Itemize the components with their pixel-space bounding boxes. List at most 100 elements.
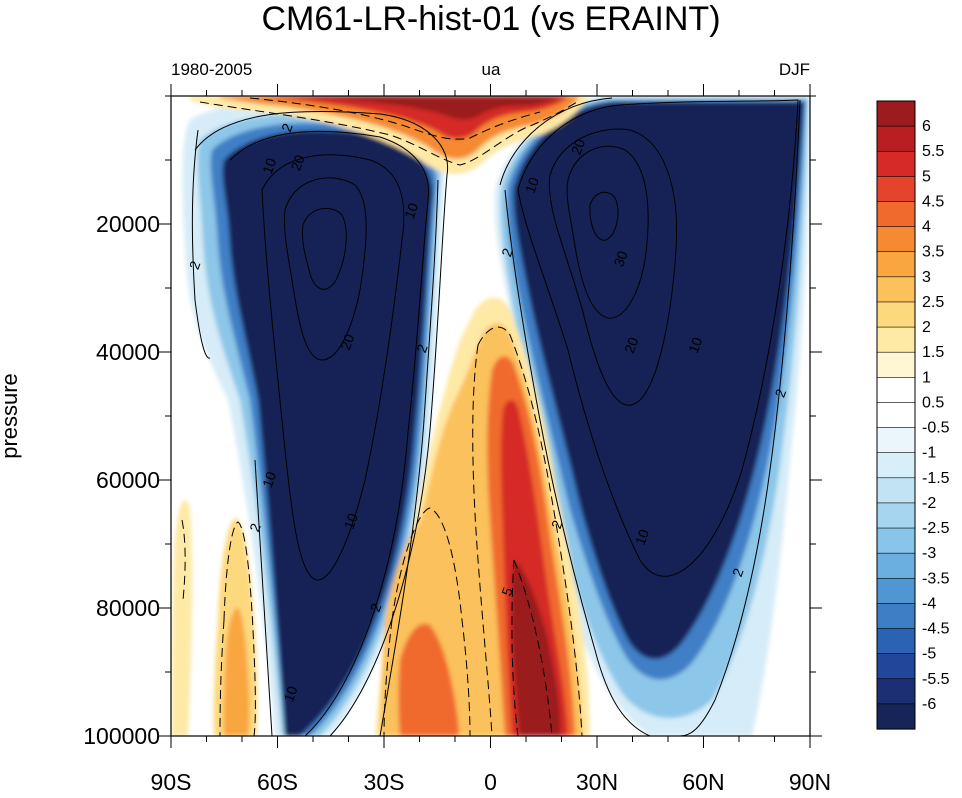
contour-label: 20 (621, 335, 641, 355)
contour-line (548, 128, 678, 406)
contour-line-dashed (249, 97, 541, 140)
center-string: ua (482, 60, 501, 79)
colorbar-label: -2.5 (922, 520, 950, 537)
colorbar-label: 5.5 (922, 143, 944, 160)
contour-label: 20 (287, 153, 307, 173)
contour-label: 10 (685, 335, 705, 355)
axis-ticks (159, 84, 822, 748)
colorbar-label: -4 (922, 595, 936, 612)
contour-label: 10 (341, 511, 361, 531)
y-tick-labels: 20000 40000 60000 80000 100000 (83, 211, 160, 749)
contour-line (379, 179, 439, 736)
right-string: DJF (779, 60, 810, 79)
contour-line-dashed (199, 99, 581, 166)
contour-label: 10 (522, 175, 542, 195)
y-tick-label: 60000 (96, 467, 160, 493)
colorbar-box (876, 377, 916, 404)
colorbar-label: 3.5 (922, 244, 944, 261)
colorbar-box (876, 552, 916, 579)
contour-line (194, 110, 449, 736)
x-tick-label: 60N (682, 769, 724, 795)
colorbar-label: -1.5 (922, 470, 950, 487)
colorbar-box (876, 301, 916, 328)
contour-lines (181, 97, 801, 736)
colorbar-label: -1 (922, 445, 936, 462)
contour-label: 20 (337, 332, 357, 352)
y-tick-label: 80000 (96, 595, 160, 621)
x-tick-label: 90S (151, 769, 192, 795)
colorbar-box (876, 427, 916, 454)
x-tick-label: 30N (576, 769, 618, 795)
contour-line (229, 130, 430, 736)
x-tick-label: 60S (257, 769, 298, 795)
contour-line-dashed (383, 619, 393, 736)
contour-label: 10 (401, 201, 421, 221)
colorbar-box (876, 251, 916, 278)
colorbar-label: -6 (922, 696, 936, 713)
contour-line-dashed (223, 521, 256, 736)
contour-line-dashed (477, 326, 583, 736)
y-tick-label: 20000 (96, 211, 160, 237)
contour-label: 10 (280, 684, 300, 704)
filled-contours (171, 96, 810, 736)
colorbar-box (876, 527, 916, 554)
colorbar-box (876, 703, 916, 730)
contour-line (261, 154, 405, 581)
colorbar-box (876, 452, 916, 479)
contour-line (566, 145, 649, 319)
sh-jet-core (222, 130, 433, 736)
x-tick-label: 0 (484, 769, 497, 795)
colorbar-label: 2.5 (922, 294, 944, 311)
nh-jet-core (513, 102, 804, 659)
colorbar-box (876, 577, 916, 605)
colorbar-box (876, 125, 916, 152)
contour-line-dashed (219, 619, 225, 736)
contour-line (254, 459, 273, 736)
colorbar-box (876, 628, 916, 655)
colorbar-frame (876, 100, 916, 730)
colorbar-box (876, 326, 916, 353)
contour-label: 10 (259, 469, 279, 489)
contour-line-dashed (181, 519, 186, 601)
x-tick-label: 30S (364, 769, 405, 795)
colorbar-label: 6 (922, 118, 931, 135)
colorbar-label: 4.5 (922, 193, 944, 210)
colorbar-box (876, 402, 916, 429)
colorbar-label: 1 (922, 369, 931, 386)
contour-label: 10 (259, 156, 279, 176)
colorbar-box (876, 678, 916, 705)
contour-line (504, 189, 651, 736)
contour-label: 10 (632, 527, 652, 547)
x-tick-label: 90N (789, 769, 831, 795)
contour-line (517, 99, 799, 577)
y-axis-label: pressure (0, 373, 22, 459)
x-tick-labels: 90S 60S 30S 0 30N 60N 90N (151, 769, 832, 795)
colorbar-box (876, 351, 916, 378)
colorbar-label: 0.5 (922, 394, 944, 411)
colorbar-label: 1.5 (922, 344, 944, 361)
top-bias-dark (275, 96, 560, 120)
colorbar-box (876, 477, 916, 504)
colorbar: 6 5.5 5 4.5 4 3.5 3 2.5 2 1.5 1 0.5 -0.5 -1 -1.5 -2 -2.5… (876, 100, 950, 730)
contour-line-dashed (391, 507, 471, 736)
contour-line-dashed (513, 559, 553, 736)
colorbar-label: -3 (922, 545, 936, 562)
contour-line-dashed (472, 344, 493, 736)
contour-label: 30 (610, 249, 630, 269)
colorbar-label: 3 (922, 269, 931, 286)
chart-title: CM61-LR-hist-01 (vs ERAINT) (261, 0, 720, 38)
y-tick-label: 100000 (83, 723, 160, 749)
colorbar-label: -0.5 (922, 420, 950, 437)
colorbar-box (876, 150, 916, 177)
contour-line (679, 99, 801, 736)
colorbar-label: -2 (922, 495, 936, 512)
contour-line (589, 191, 619, 241)
left-string: 1980-2005 (171, 60, 252, 79)
colorbar-label: 2 (922, 319, 931, 336)
contour-label: 20 (568, 137, 588, 157)
colorbar-label: -5 (922, 646, 936, 663)
contour-line (191, 129, 211, 359)
sh-sub-bias-orange (398, 623, 459, 736)
